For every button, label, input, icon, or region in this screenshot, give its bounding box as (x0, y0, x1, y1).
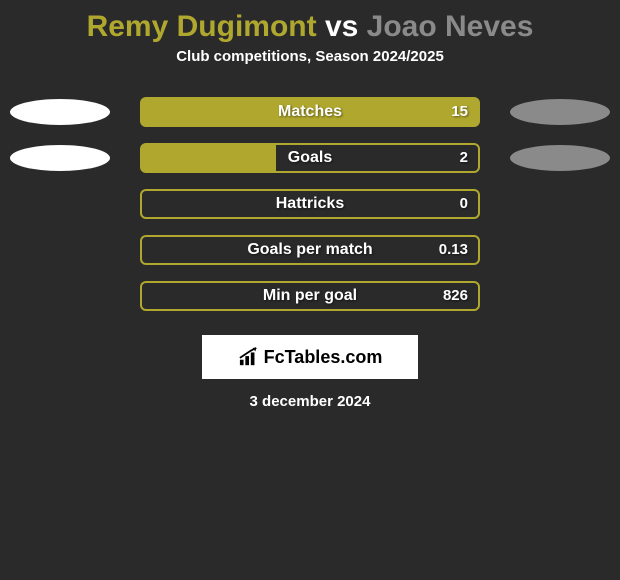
subtitle: Club competitions, Season 2024/2025 (0, 48, 620, 95)
stat-bar: Min per goal826 (140, 281, 480, 311)
stat-row: Goals per match0.13 (0, 233, 620, 279)
stat-value: 2 (460, 149, 468, 166)
logo-box: FcTables.com (202, 335, 418, 379)
stat-bar: Hattricks0 (140, 189, 480, 219)
stat-row: Min per goal826 (0, 279, 620, 325)
player1-marker (10, 99, 110, 125)
page-title: Remy Dugimont vs Joao Neves (0, 0, 620, 48)
stat-label: Hattricks (142, 195, 478, 213)
stat-value: 826 (443, 287, 468, 304)
stat-bar: Goals2 (140, 143, 480, 173)
player2-marker (510, 99, 610, 125)
player1-name: Remy Dugimont (87, 10, 317, 43)
stat-rows: Matches15 Goals2 Hattricks0 Goals per match… (0, 95, 620, 325)
stat-row: Hattricks0 (0, 187, 620, 233)
stat-bar: Goals per match0.13 (140, 235, 480, 265)
stat-label: Goals (142, 149, 478, 167)
stat-value: 0 (460, 195, 468, 212)
stat-value: 15 (451, 103, 468, 120)
player2-marker (510, 145, 610, 171)
stat-label: Goals per match (142, 241, 478, 259)
stat-label: Matches (142, 103, 478, 121)
date-text: 3 december 2024 (0, 379, 620, 410)
comparison-widget: Remy Dugimont vs Joao Neves Club competi… (0, 0, 620, 410)
player2-name: Joao Neves (367, 10, 534, 43)
logo-text: FcTables.com (264, 347, 383, 368)
vs-text: vs (325, 10, 358, 43)
stat-row: Goals2 (0, 141, 620, 187)
player1-marker (10, 145, 110, 171)
stat-row: Matches15 (0, 95, 620, 141)
chart-icon (238, 347, 260, 367)
stat-label: Min per goal (142, 287, 478, 305)
stat-value: 0.13 (439, 241, 468, 258)
stat-bar: Matches15 (140, 97, 480, 127)
